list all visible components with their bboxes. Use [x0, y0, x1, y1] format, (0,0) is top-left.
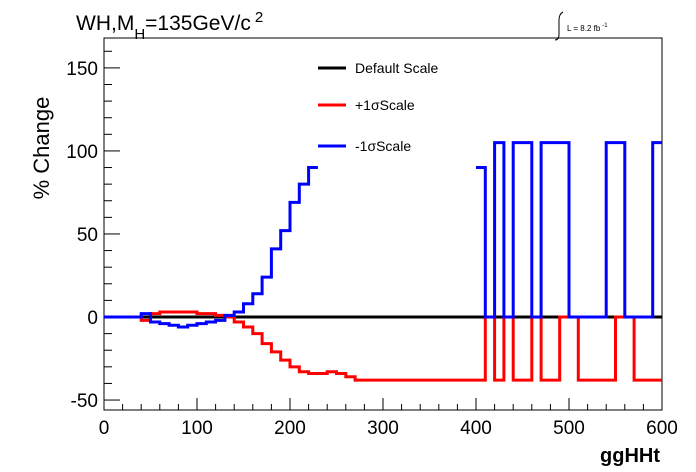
y-tick-label: 150	[66, 59, 98, 80]
y-tick-label: -50	[71, 391, 98, 412]
legend-label-default: Default Scale	[355, 60, 438, 76]
lumi-superscript: -1	[602, 23, 608, 29]
title-subscript: H	[134, 26, 145, 43]
series-line-plus1sigma-scale	[104, 310, 662, 382]
y-tick-label: 50	[77, 225, 98, 246]
legend-label-minus1sigma: -1σScale	[355, 138, 411, 154]
legend: Default Scale +1σScale -1σScale	[318, 60, 438, 154]
integral-sign-icon	[554, 11, 564, 41]
title-superscript: 2	[255, 9, 263, 26]
x-tick-label: 600	[646, 418, 678, 439]
x-tick-label: 400	[460, 418, 492, 439]
lumi-label: L = 8.2 fb -1	[554, 11, 608, 41]
series-minus1sigma-scale	[104, 141, 662, 329]
title-rest: =135GeV/c	[145, 12, 251, 35]
x-tick-label: 200	[274, 418, 306, 439]
series-layer	[104, 141, 662, 382]
x-tick-label: 500	[553, 418, 585, 439]
series-line-minus1sigma-scale	[104, 141, 662, 329]
legend-label-plus1sigma: +1σScale	[355, 97, 415, 113]
y-axis-label: % Change	[29, 97, 54, 200]
x-tick-label: 100	[181, 418, 213, 439]
x-tick-label: 300	[367, 418, 399, 439]
y-tick-label: 100	[66, 142, 98, 163]
svg-text:L = 8.2 fb-1: L = 8.2 fb -1	[567, 23, 608, 33]
y-tick-label: 0	[87, 308, 98, 329]
x-tick-label: 0	[99, 418, 110, 439]
x-axis-label: ggHHt	[600, 445, 660, 467]
series-plus1sigma-scale	[104, 310, 662, 382]
chart-title: WH,MH=135GeV/c 2	[76, 9, 263, 43]
